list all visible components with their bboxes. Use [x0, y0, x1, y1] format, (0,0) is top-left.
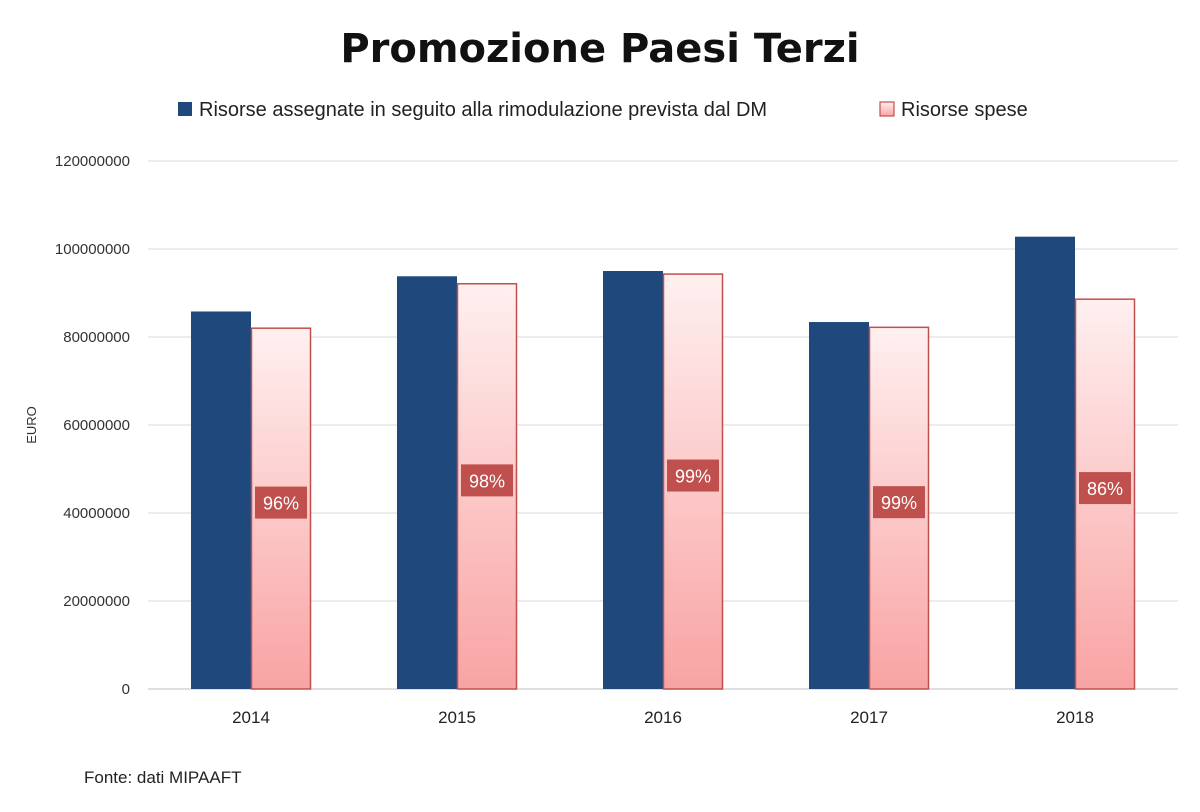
y-tick-label: 20000000: [63, 593, 130, 610]
data-label: 96%: [263, 494, 299, 514]
x-tick-label: 2018: [1056, 708, 1094, 727]
data-label-box: [667, 459, 719, 492]
bar-allocated-2018: [1015, 236, 1075, 689]
data-label: 86%: [1087, 479, 1123, 499]
bar-allocated-2017: [809, 322, 869, 689]
y-tick-label: 120000000: [55, 153, 130, 170]
data-label-box: [873, 486, 925, 519]
bar-allocated-2014: [191, 311, 251, 689]
data-label-box: [255, 486, 307, 519]
data-labels: 96% 98% 99% 99% 86%: [255, 459, 1131, 519]
y-tick-label: 60000000: [63, 417, 130, 434]
data-label-box: [461, 464, 513, 497]
legend-label-allocated: Risorse assegnate in seguito alla rimodu…: [199, 99, 767, 121]
chart-title: Promozione Paesi Terzi: [340, 26, 859, 72]
legend-swatch-spent: [879, 101, 895, 117]
x-axis-ticks: 2014 2015 2016 2017 2018: [232, 708, 1094, 727]
y-axis-label: EURO: [24, 406, 39, 444]
source-note: Fonte: dati MIPAAFT: [84, 768, 241, 787]
legend-label-spent: Risorse spese: [901, 99, 1028, 121]
bars: [191, 236, 1136, 690]
data-label: 99%: [675, 467, 711, 487]
y-axis-ticks: 0 20000000 40000000 60000000 80000000 1000000…: [55, 153, 130, 698]
data-label-box: [1079, 472, 1131, 505]
legend-swatch-allocated: [178, 102, 192, 116]
x-tick-label: 2015: [438, 708, 476, 727]
y-tick-label: 0: [122, 681, 130, 698]
data-label: 98%: [469, 471, 505, 491]
y-tick-label: 40000000: [63, 505, 130, 522]
y-tick-label: 80000000: [63, 329, 130, 346]
bar-allocated-2015: [397, 276, 457, 689]
legend: Risorse assegnate in seguito alla rimodu…: [178, 99, 1028, 121]
x-tick-label: 2014: [232, 708, 270, 727]
x-tick-label: 2017: [850, 708, 888, 727]
y-tick-label: 100000000: [55, 241, 130, 258]
x-tick-label: 2016: [644, 708, 682, 727]
bar-allocated-2016: [603, 271, 663, 689]
data-label: 99%: [881, 493, 917, 513]
